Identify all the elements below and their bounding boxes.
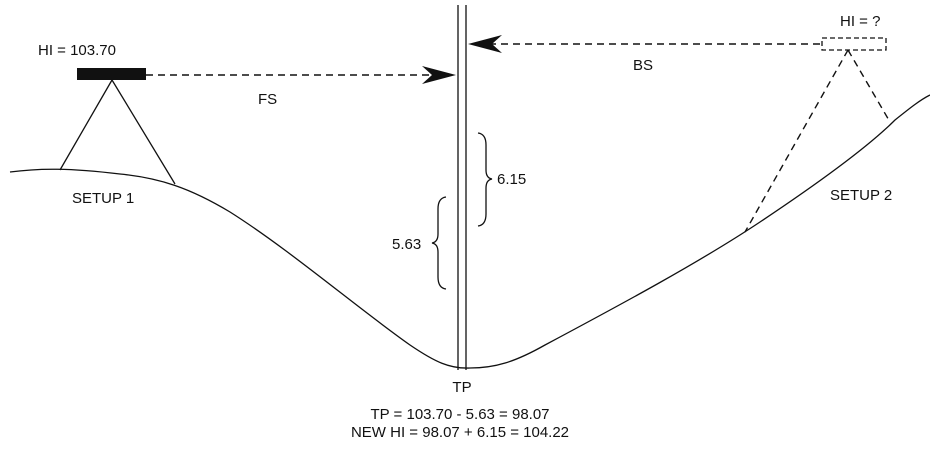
arrowhead (468, 35, 502, 53)
tripod-leg (59, 79, 113, 171)
brace (477, 132, 493, 227)
label: 6.15 (497, 171, 526, 188)
label: SETUP 2 (830, 187, 892, 204)
brace (431, 196, 447, 290)
tripod-leg (847, 49, 891, 123)
label: 5.63 (392, 236, 421, 253)
label: TP (452, 379, 471, 396)
equation: TP = 103.70 - 5.63 = 98.07 (370, 406, 549, 423)
label: SETUP 1 (72, 190, 134, 207)
instrument-1 (77, 68, 146, 80)
label: HI = 103.70 (38, 42, 116, 59)
tripod-leg (744, 49, 849, 233)
label: HI = ? (840, 13, 880, 30)
tripod-leg (111, 79, 176, 185)
arrowhead (422, 66, 456, 84)
instrument-2 (821, 37, 887, 51)
label: BS (633, 57, 653, 74)
ground (9, 94, 930, 369)
label: FS (258, 91, 277, 108)
equation: NEW HI = 98.07 + 6.15 = 104.22 (351, 424, 569, 441)
